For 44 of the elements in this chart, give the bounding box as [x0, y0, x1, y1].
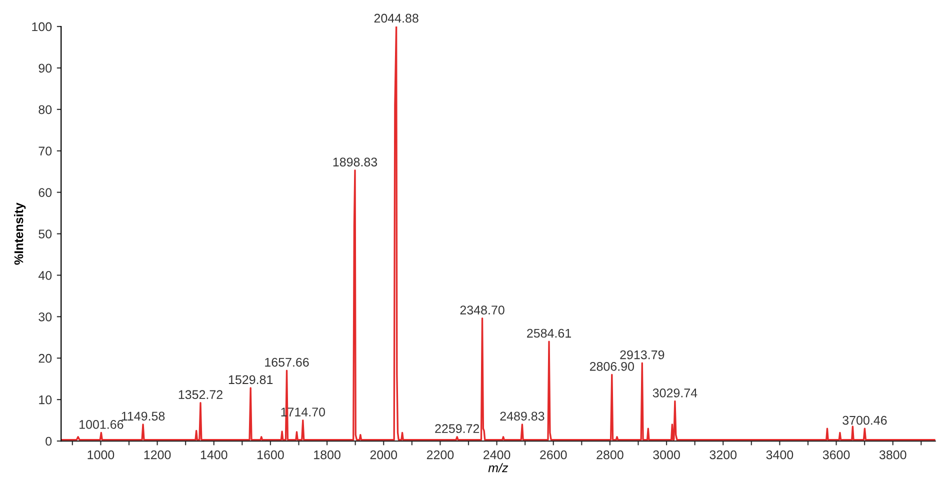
- annotation: 2584.61: [527, 328, 571, 338]
- annotation: 2348.70: [460, 306, 504, 314]
- y-tick-label: 60: [38, 188, 52, 197]
- y-tick-label: 30: [38, 312, 52, 322]
- x-tick-label: 3200: [710, 450, 737, 460]
- y-tick-label: 40: [38, 271, 52, 280]
- y-tick-label: 20: [38, 354, 52, 363]
- x-tick-label: 2200: [426, 450, 454, 460]
- annotation: 3700.46: [842, 416, 887, 425]
- x-tick-label: 2400: [484, 450, 510, 460]
- x-tick-label: 1200: [144, 450, 171, 460]
- annotation: 1529.81: [228, 375, 273, 384]
- x-tick-label: 3400: [766, 450, 794, 460]
- x-axis-title: m/z: [488, 463, 508, 472]
- annotation: 2913.79: [620, 350, 664, 360]
- x-tick-label: 1000: [88, 450, 114, 460]
- annotation: 1657.66: [265, 358, 309, 367]
- y-tick-label: 90: [38, 64, 52, 73]
- line-series: [61, 26, 936, 441]
- x-tick-label: 3800: [879, 450, 906, 460]
- x-tick-label: 2600: [540, 450, 567, 460]
- y-tick-label: 100: [32, 22, 52, 32]
- x-tick-label: 3600: [822, 450, 850, 460]
- annotation: 2259.72: [435, 424, 480, 434]
- x-tick-label: 2800: [596, 450, 624, 460]
- x-tick-label: 1600: [258, 450, 284, 460]
- annotation: 1352.72: [178, 390, 222, 400]
- y-tick-label: 80: [38, 105, 52, 114]
- y-tick-label: 0: [46, 436, 52, 446]
- annotation: 1898.83: [333, 158, 378, 166]
- x-tick-label: 2000: [370, 450, 398, 460]
- x-tick-label: 1400: [200, 450, 228, 460]
- annotation: 2806.90: [590, 362, 634, 371]
- annotation: 2044.88: [374, 14, 418, 23]
- annotation: 1001.66: [80, 420, 124, 429]
- annotation: 2489.83: [500, 412, 544, 421]
- y-tick-label: 70: [38, 146, 52, 156]
- y-axis-title: %Intensity: [14, 202, 26, 265]
- x-tick-label: 3000: [653, 450, 680, 460]
- annotation: 1149.58: [122, 412, 165, 421]
- y-tick-label: 50: [38, 230, 52, 238]
- x-tick-label: 1800: [314, 450, 340, 460]
- annotation: 3029.74: [652, 388, 698, 398]
- y-tick-label: 10: [39, 395, 52, 404]
